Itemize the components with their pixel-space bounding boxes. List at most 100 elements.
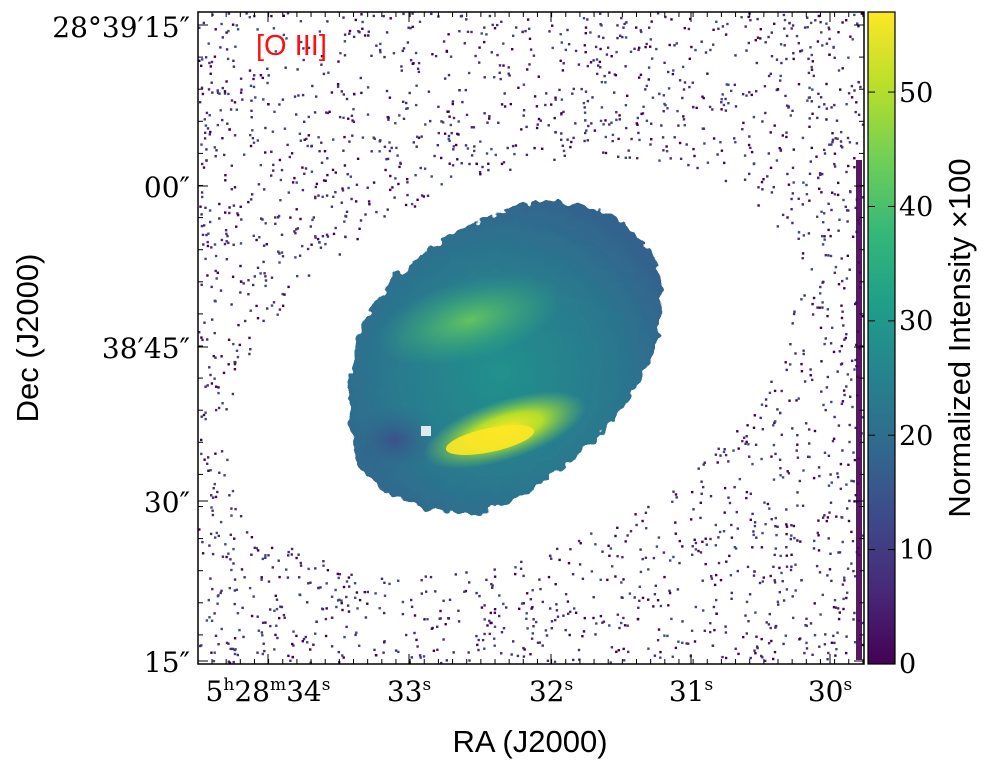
noise-pixel — [556, 547, 559, 551]
noise-pixel — [555, 603, 558, 606]
noise-pixel — [481, 165, 484, 169]
noise-pixel — [664, 104, 667, 107]
noise-pixel — [805, 641, 808, 645]
noise-pixel — [553, 660, 557, 663]
noise-pixel — [706, 161, 710, 164]
noise-pixel — [577, 648, 581, 652]
noise-pixel — [796, 539, 799, 542]
noise-pixel — [202, 243, 205, 246]
noise-pixel — [760, 180, 764, 184]
noise-pixel — [204, 257, 207, 261]
noise-pixel — [825, 118, 828, 121]
noise-pixel — [221, 555, 225, 558]
noise-pixel — [398, 165, 401, 169]
noise-pixel — [415, 145, 418, 148]
noise-pixel — [724, 33, 728, 36]
noise-pixel — [653, 654, 657, 657]
noise-pixel — [210, 651, 213, 654]
noise-pixel — [270, 546, 274, 550]
noise-pixel — [808, 86, 811, 90]
noise-pixel — [238, 343, 241, 347]
noise-pixel — [821, 44, 824, 47]
noise-pixel — [640, 112, 643, 116]
noise-pixel — [763, 501, 766, 504]
noise-pixel — [843, 576, 846, 579]
noise-pixel — [277, 250, 280, 253]
noise-pixel — [774, 547, 777, 550]
noise-pixel — [424, 575, 427, 578]
noise-pixel — [808, 455, 811, 459]
noise-pixel — [315, 95, 318, 98]
noise-pixel — [753, 521, 757, 524]
noise-pixel — [361, 20, 364, 24]
noise-pixel — [602, 36, 605, 40]
noise-pixel — [655, 545, 659, 548]
noise-pixel — [668, 43, 671, 47]
noise-pixel — [831, 326, 834, 329]
noise-pixel — [233, 578, 237, 581]
noise-pixel — [561, 144, 564, 147]
noise-pixel — [827, 202, 830, 205]
noise-pixel — [252, 595, 255, 598]
noise-pixel — [419, 656, 422, 659]
noise-pixel — [802, 234, 805, 237]
noise-pixel — [613, 91, 616, 94]
noise-pixel — [724, 656, 728, 660]
noise-pixel — [810, 146, 813, 150]
noise-pixel — [250, 614, 254, 618]
noise-pixel — [641, 112, 645, 115]
noise-pixel — [841, 310, 844, 313]
noise-pixel — [209, 373, 212, 377]
noise-pixel — [257, 629, 260, 632]
noise-pixel — [361, 27, 364, 30]
noise-pixel — [551, 24, 554, 27]
noise-pixel — [785, 34, 789, 38]
noise-pixel — [769, 72, 772, 75]
noise-pixel — [837, 31, 840, 34]
noise-pixel — [289, 216, 292, 219]
noise-pixel — [264, 279, 268, 282]
noise-pixel — [366, 86, 370, 89]
noise-pixel — [256, 317, 260, 320]
noise-pixel — [468, 162, 471, 166]
noise-pixel — [692, 508, 695, 511]
noise-pixel — [629, 50, 633, 53]
noise-pixel — [562, 149, 566, 153]
noise-pixel — [821, 593, 824, 597]
noise-pixel — [861, 196, 864, 199]
noise-pixel — [200, 283, 203, 286]
noise-pixel — [798, 479, 801, 483]
noise-pixel — [773, 421, 776, 424]
noise-pixel — [413, 205, 417, 208]
noise-pixel — [313, 111, 317, 114]
noise-pixel — [693, 538, 696, 541]
noise-pixel — [277, 214, 281, 218]
noise-pixel — [810, 268, 813, 271]
noise-pixel — [563, 154, 566, 157]
noise-pixel — [846, 591, 849, 594]
noise-pixel — [337, 576, 340, 580]
noise-pixel — [736, 569, 739, 573]
noise-pixel — [851, 235, 855, 238]
noise-pixel — [841, 400, 845, 403]
noise-pixel — [451, 100, 455, 103]
noise-pixel — [685, 642, 688, 645]
noise-pixel — [695, 106, 698, 110]
noise-pixel — [840, 257, 843, 260]
noise-pixel — [295, 113, 298, 116]
noise-pixel — [762, 576, 765, 579]
noise-pixel — [800, 298, 803, 301]
noise-pixel — [839, 363, 843, 366]
noise-pixel — [773, 581, 777, 584]
noise-pixel — [828, 28, 831, 31]
noise-pixel — [280, 251, 284, 254]
noise-pixel — [725, 560, 728, 563]
noise-pixel — [457, 133, 460, 136]
noise-pixel — [733, 83, 736, 86]
noise-pixel — [227, 241, 230, 245]
noise-pixel — [352, 35, 356, 39]
noise-pixel — [522, 646, 525, 650]
noise-pixel — [306, 601, 309, 604]
noise-pixel — [741, 439, 744, 443]
noise-pixel — [727, 83, 730, 86]
